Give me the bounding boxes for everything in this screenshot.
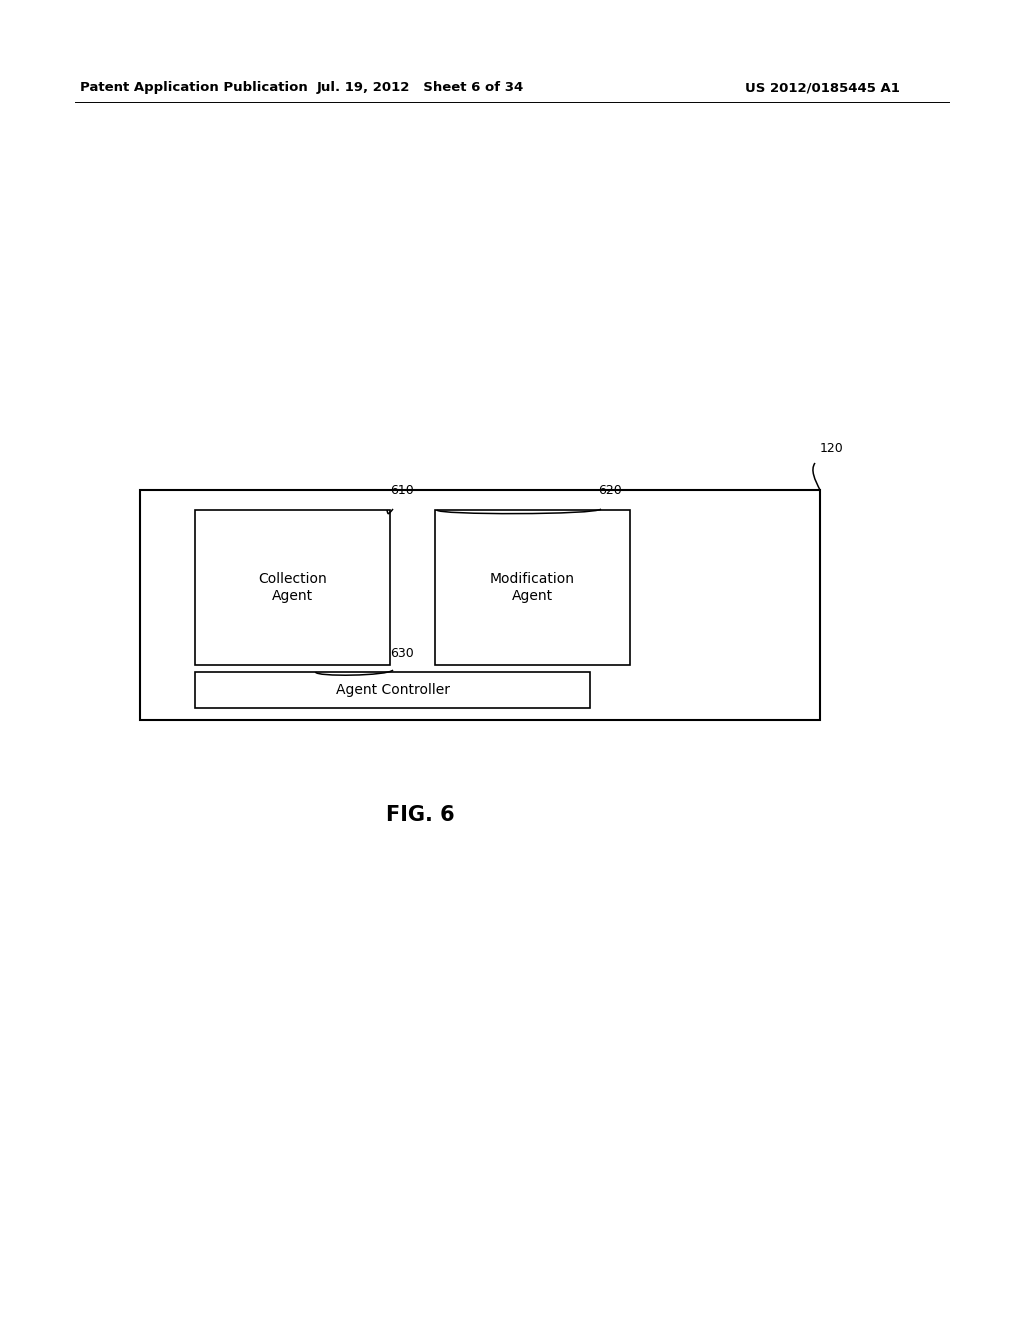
Text: 620: 620 [598,484,622,498]
Text: Modification
Agent: Modification Agent [490,573,575,603]
Text: Patent Application Publication: Patent Application Publication [80,82,308,95]
Bar [435,510,630,665]
Text: Collection
Agent: Collection Agent [258,573,327,603]
Bar [195,672,590,708]
Text: FIG. 6: FIG. 6 [386,805,455,825]
Text: Agent Controller: Agent Controller [336,682,450,697]
Text: Jul. 19, 2012   Sheet 6 of 34: Jul. 19, 2012 Sheet 6 of 34 [316,82,523,95]
Text: 630: 630 [390,647,414,660]
Text: US 2012/0185445 A1: US 2012/0185445 A1 [745,82,900,95]
Bar [195,510,390,665]
Bar [140,490,820,719]
Text: 610: 610 [390,484,414,498]
Text: 120: 120 [820,442,844,455]
